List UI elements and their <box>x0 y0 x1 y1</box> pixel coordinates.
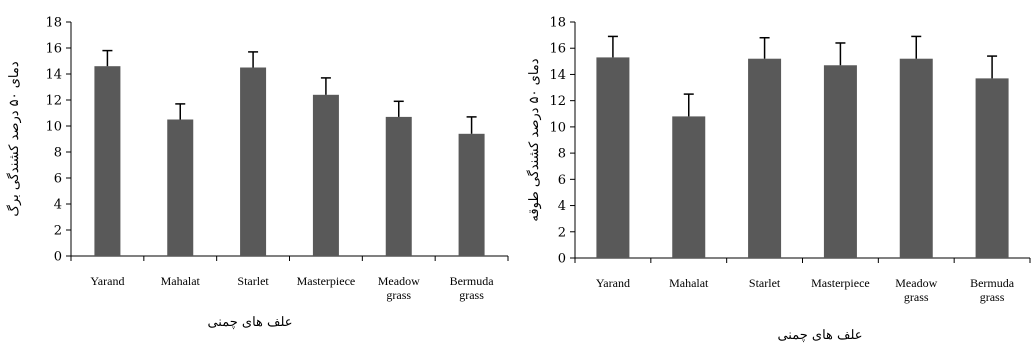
x-tick-label: Bermuda <box>450 274 495 288</box>
x-tick-label: Mahalat <box>669 276 709 290</box>
x-tick-label: Masterpiece <box>297 274 356 288</box>
right-bar-chart: 0 2 4 6 8 10 12 14 16 18 Yarand Mahalat Starlet Maste… <box>526 16 1031 343</box>
y-tick-label: 14 <box>45 68 62 83</box>
bar <box>672 116 706 259</box>
x-tick-label: Yarand <box>90 274 124 288</box>
y-tick-label: 2 <box>54 224 62 239</box>
y-tick-label: 18 <box>549 16 566 31</box>
y-tick-label: 6 <box>558 173 566 188</box>
y-tick-label: 16 <box>45 42 62 57</box>
bar <box>240 67 267 256</box>
y-tick-label: 14 <box>549 68 566 83</box>
x-tick-label: grass <box>980 290 1005 304</box>
bar <box>975 78 1009 258</box>
x-tick-label: grass <box>904 290 929 304</box>
y-axis-label: دمای ۵۰ درصد کشندگی برگ <box>6 61 22 217</box>
x-tick-label: Meadow <box>895 276 937 290</box>
bar <box>385 116 412 257</box>
y-tick-label: 8 <box>54 146 62 161</box>
y-tick-label: 0 <box>54 250 62 265</box>
y-tick-label: 4 <box>54 198 62 213</box>
bar <box>596 57 630 259</box>
y-tick-label: 10 <box>549 120 566 135</box>
bar <box>899 58 933 258</box>
x-tick-label: Meadow <box>378 274 420 288</box>
bar <box>458 133 485 256</box>
bar <box>167 119 194 256</box>
bar <box>748 58 782 258</box>
x-tick-label: Starlet <box>749 276 781 290</box>
y-tick-label: 10 <box>45 120 62 135</box>
y-tick-label: 16 <box>549 42 566 57</box>
x-tick-label: Masterpiece <box>811 276 870 290</box>
y-tick-label: 0 <box>558 252 566 267</box>
x-tick-label: grass <box>459 288 484 302</box>
y-tick-label: 12 <box>45 94 62 109</box>
bar <box>312 94 339 256</box>
x-axis-label: علف های چمنی <box>207 315 292 330</box>
y-tick-label: 4 <box>558 199 566 214</box>
y-tick-label: 12 <box>549 94 566 109</box>
y-tick-label: 6 <box>54 172 62 187</box>
x-tick-label: Bermuda <box>970 276 1015 290</box>
left-bar-chart: 0 2 4 6 8 10 12 14 16 18 Yarand Mahalat Starlet Maste… <box>6 16 509 330</box>
y-tick-label: 8 <box>558 147 566 162</box>
x-axis-label: علف های چمنی <box>777 328 862 343</box>
bar <box>823 65 857 259</box>
bar <box>94 66 121 256</box>
x-tick-label: grass <box>386 288 411 302</box>
x-tick-label: Starlet <box>237 274 269 288</box>
y-tick-label: 2 <box>558 225 566 240</box>
y-axis-label: دمای ۵۰ درصد کشندگی طوقه <box>526 58 542 221</box>
y-tick-label: 18 <box>45 16 62 31</box>
x-tick-label: Mahalat <box>161 274 201 288</box>
x-tick-label: Yarand <box>596 276 630 290</box>
